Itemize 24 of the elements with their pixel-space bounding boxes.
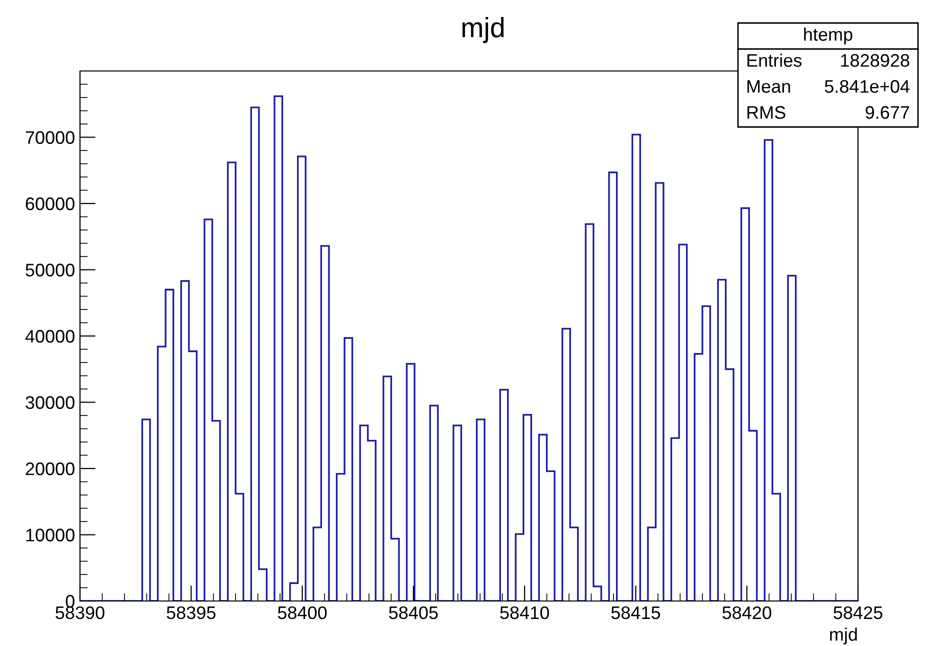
x-tick-label: 58395 [166, 606, 216, 620]
y-tick-label: 30000 [26, 396, 74, 409]
x-axis-title: mjd [830, 628, 857, 644]
y-tick-label: 10000 [26, 528, 74, 542]
x-tick-label: 58405 [389, 606, 438, 620]
annotation: Mean [747, 80, 790, 93]
y-tick-label: 60000 [26, 197, 74, 210]
text: htemp [804, 28, 852, 44]
y-tick-label: 40000 [25, 330, 74, 343]
x-tick-label: 58400 [278, 606, 327, 620]
y-tick-label: 70000 [26, 131, 74, 144]
x-tick-label: 58390 [56, 606, 104, 620]
annotation: 5.841e+04 [824, 80, 910, 93]
x-tick-label: 58415 [611, 606, 660, 620]
chart-title: mjd [462, 17, 504, 43]
annotation: RMS [747, 106, 786, 119]
text: Entries [747, 54, 802, 67]
text: 1828928 [841, 54, 910, 67]
y-tick-label: 50000 [26, 264, 74, 276]
x-tick-label: 58420 [722, 606, 772, 620]
y-tick-label: 20000 [26, 462, 74, 476]
x-tick-label: 58410 [500, 606, 549, 620]
text: 9.677 [866, 106, 910, 119]
x-tick-label: 58425 [834, 606, 882, 620]
